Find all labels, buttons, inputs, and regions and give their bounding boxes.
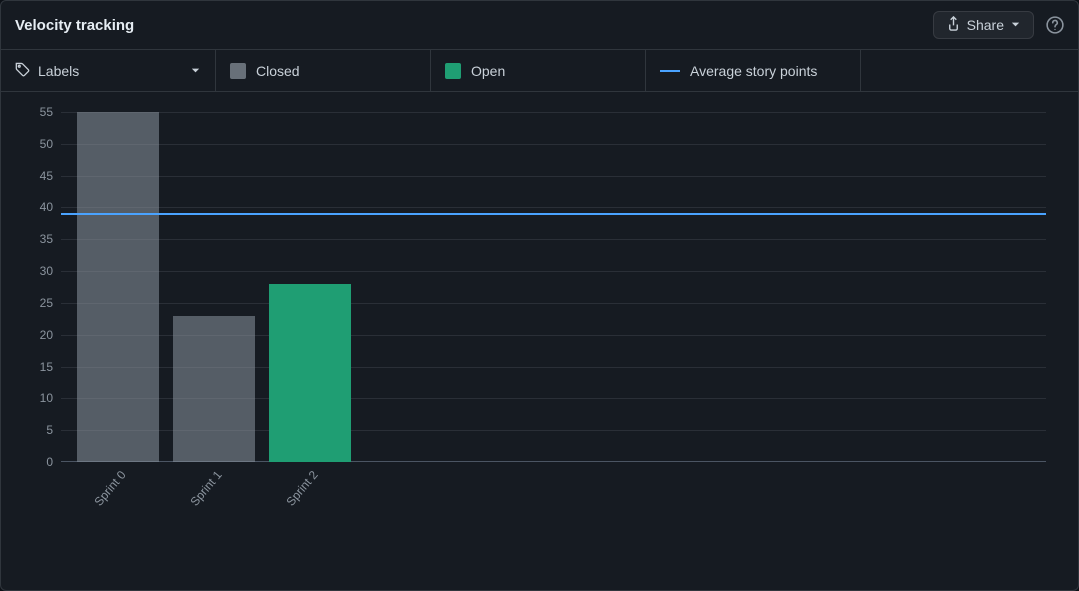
legend-closed-swatch (230, 63, 246, 79)
y-tick: 0 (46, 455, 53, 469)
legend-average[interactable]: Average story points (646, 50, 861, 91)
bar-sprint-1[interactable] (173, 316, 255, 462)
chart-plot: 0510152025303540455055Sprint 0Sprint 1Sp… (61, 112, 1046, 462)
y-tick: 10 (40, 391, 53, 405)
gridline (61, 271, 1046, 272)
panel-header: Velocity tracking Share (1, 1, 1078, 50)
y-tick: 15 (40, 360, 53, 374)
toolbar: Labels Closed Open Average story points (1, 50, 1078, 92)
legend-open-swatch (445, 63, 461, 79)
y-tick: 20 (40, 328, 53, 342)
gridline (61, 303, 1046, 304)
legend-closed[interactable]: Closed (216, 50, 431, 91)
gridline (61, 144, 1046, 145)
y-tick: 45 (40, 169, 53, 183)
velocity-tracking-panel: Velocity tracking Share (0, 0, 1079, 591)
legend-closed-label: Closed (256, 63, 300, 79)
gridline (61, 207, 1046, 208)
y-tick: 25 (40, 296, 53, 310)
gridline (61, 239, 1046, 240)
y-tick: 35 (40, 232, 53, 246)
legend-open[interactable]: Open (431, 50, 646, 91)
share-icon (946, 16, 961, 34)
y-tick: 30 (40, 264, 53, 278)
legend-avg-label: Average story points (690, 63, 817, 79)
labels-dropdown[interactable]: Labels (1, 50, 216, 91)
x-tick: Sprint 1 (187, 468, 224, 509)
gridline (61, 176, 1046, 177)
x-tick: Sprint 0 (91, 468, 128, 509)
bar-sprint-0[interactable] (77, 112, 159, 462)
tag-icon (15, 62, 30, 80)
legend-avg-line (660, 70, 680, 72)
chevron-down-icon (1010, 17, 1021, 33)
share-label: Share (967, 17, 1004, 33)
help-icon[interactable] (1046, 16, 1064, 34)
gridline (61, 112, 1046, 113)
share-button[interactable]: Share (933, 11, 1034, 39)
labels-text: Labels (38, 63, 79, 79)
header-actions: Share (933, 11, 1064, 39)
bar-sprint-2[interactable] (269, 284, 351, 462)
x-tick: Sprint 2 (283, 468, 320, 509)
y-tick: 5 (46, 423, 53, 437)
y-tick: 40 (40, 200, 53, 214)
legend-open-label: Open (471, 63, 505, 79)
average-line (61, 213, 1046, 215)
y-tick: 50 (40, 137, 53, 151)
panel-title: Velocity tracking (15, 17, 134, 34)
chevron-down-icon (190, 63, 201, 79)
chart-area: 0 5 10 15 20 25 30 35 40 45 50 55 Sprint 0 Sprint 1 Sp… (1, 92, 1078, 590)
y-tick: 55 (40, 105, 53, 119)
